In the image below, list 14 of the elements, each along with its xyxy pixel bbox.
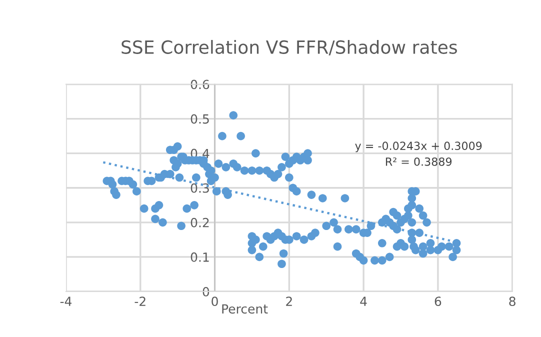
x-tick-label: 4 [360, 296, 367, 306]
y-tick-label: 0.5 [190, 114, 209, 124]
y-tick-label: 0.3 [190, 183, 209, 193]
x-axis-title: Percent [222, 304, 268, 314]
x-tick-label: 6 [434, 296, 442, 306]
chart-title: SSE Correlation VS FFR/Shadow rates [122, 40, 457, 56]
x-tick-label: 2 [286, 296, 292, 306]
x-tick-label: -4 [60, 296, 72, 306]
y-tick-label: 0.2 [190, 218, 209, 228]
x-tick-label: 0 [212, 296, 218, 306]
x-tick-label: -2 [134, 296, 146, 306]
x-tick-label: 8 [509, 296, 516, 306]
y-tick-label: 0.1 [190, 252, 209, 262]
annotation: y = -0.0243x + 0.3009 R² = 0.3889 [355, 142, 482, 166]
